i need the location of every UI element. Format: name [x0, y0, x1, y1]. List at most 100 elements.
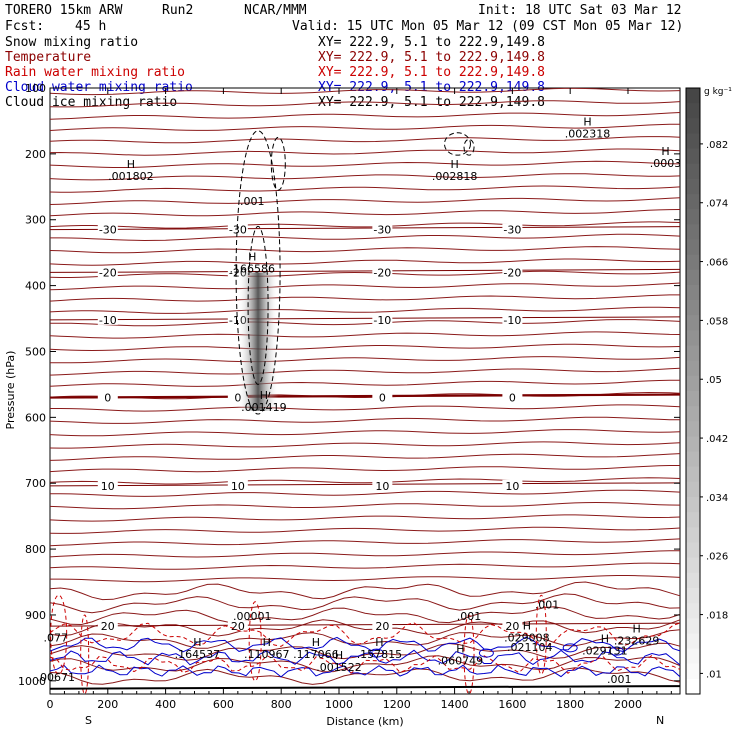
annotation-h: H — [263, 636, 271, 649]
isotherm-labelled — [49, 482, 681, 487]
isotherm-line — [49, 593, 681, 614]
isotherm-line — [49, 429, 681, 437]
x-tick-label: 1800 — [556, 698, 584, 711]
isotherm-line — [50, 404, 681, 412]
isotherm-line — [50, 319, 681, 327]
isotherm-label-bg — [372, 223, 393, 235]
temperature-isotherms: -30-30-30-30-20-20-20-20-10-10-10-100000… — [49, 87, 681, 685]
annotation-value: .001 — [240, 195, 265, 208]
colorbar-cell — [686, 194, 700, 210]
isotherm-line — [49, 562, 681, 570]
colorbar-cell — [686, 254, 700, 271]
isotherm-line — [49, 538, 681, 547]
isotherm-label: 0 — [509, 392, 516, 405]
isotherm-label-bg — [372, 479, 393, 491]
isotherm-line — [50, 489, 681, 497]
isotherm-line — [49, 185, 681, 193]
isotherm-line — [49, 655, 681, 673]
isotherm-line — [49, 148, 681, 156]
isotherm-label: -20 — [99, 266, 117, 279]
colorbar-tick-label: .066 — [706, 258, 728, 269]
isotherm-line — [49, 112, 681, 120]
colorbar-cell — [686, 648, 700, 665]
annotation-value: .00001 — [233, 610, 272, 623]
colorbar-cell — [686, 178, 700, 195]
isotherm-label: -30 — [373, 224, 391, 237]
isotherm-label-bg — [227, 266, 248, 278]
y-tick-label: 300 — [25, 214, 46, 227]
x-tick-label: 2000 — [614, 698, 642, 711]
isotherm-label-bg — [502, 620, 523, 632]
annotation-value: .001 — [607, 673, 632, 686]
rain-cell — [80, 614, 90, 695]
isotherm-label: -30 — [229, 224, 247, 237]
cloud-water-contour — [49, 649, 681, 666]
x-tick-label: 1400 — [441, 698, 469, 711]
annotation-value: .00671 — [37, 671, 76, 684]
isotherm-line — [49, 667, 681, 685]
mixing-ratio-contours — [49, 130, 681, 695]
colorbar-cell — [686, 330, 700, 347]
legend-item-xy: XY= 222.9, 5.1 to 222.9,149.8 — [318, 35, 545, 50]
annotation-value: .077 — [44, 631, 69, 644]
x-tick-label: 200 — [97, 698, 118, 711]
annotation-value: .029008 — [504, 631, 550, 644]
isotherm-line — [49, 550, 680, 558]
colorbar-tick-label: .034 — [706, 493, 728, 504]
isotherm-line — [49, 453, 681, 461]
legend-item-xy: XY= 222.9, 5.1 to 222.9,149.8 — [318, 50, 545, 65]
isotherm-line — [49, 246, 681, 254]
isotherm-line — [50, 233, 681, 242]
colorbar-tick-label: .01 — [706, 669, 722, 680]
isotherm-line — [49, 514, 681, 522]
header-model: TORERO 15km ARW — [5, 3, 123, 18]
cloud-water-ring — [608, 646, 624, 656]
colorbar-cell — [686, 239, 700, 256]
annotation-h: H — [633, 623, 641, 636]
x-tick-label: 800 — [271, 698, 292, 711]
y-tick-label: 800 — [25, 543, 46, 556]
ice-contour — [235, 130, 281, 415]
colorbar-tick-label: .018 — [706, 611, 728, 622]
isotherm-line — [49, 209, 681, 217]
isotherm-line — [49, 581, 681, 601]
colorbar-tick-label: .05 — [706, 375, 722, 386]
isotherm-line — [49, 642, 681, 661]
colorbar-cell — [686, 421, 700, 437]
colorbar-tick-label: .042 — [706, 434, 728, 445]
isotherm-line — [49, 379, 680, 387]
isotherm-label: -30 — [503, 224, 521, 237]
legend-item-name: Temperature — [5, 50, 91, 65]
isotherm-labelled — [49, 393, 681, 399]
isotherm-label: 10 — [505, 480, 519, 493]
annotation-h: H — [248, 250, 256, 263]
colorbar-cell — [686, 587, 700, 604]
isotherm-line — [49, 87, 681, 96]
colorbar-cell — [686, 542, 700, 559]
header-org: NCAR/MMM — [244, 3, 307, 18]
isotherm-label-bg — [502, 266, 523, 278]
isotherm-line — [49, 441, 681, 449]
cloud-water-ring — [478, 648, 494, 658]
colorbar-cell — [686, 103, 700, 119]
colorbar-cell — [686, 360, 700, 377]
colorbar-cell — [686, 663, 700, 680]
isotherm-line — [49, 173, 681, 181]
ice-contour — [443, 132, 471, 156]
colorbar-cell — [686, 512, 700, 528]
colorbar-cell — [686, 481, 700, 498]
isotherm-line — [49, 294, 680, 302]
cloud-water-contour — [49, 636, 681, 653]
isotherm-line — [49, 367, 681, 376]
x-end-label-right: N — [656, 714, 664, 727]
x-axis-label: Distance (km) — [326, 715, 403, 728]
colorbar-cell — [686, 284, 700, 301]
annotation-value: .001 — [457, 610, 482, 623]
isotherm-line — [49, 606, 681, 626]
isotherm-line — [49, 356, 681, 364]
annotation-h: H — [127, 158, 135, 171]
isotherm-label: -20 — [373, 266, 391, 279]
isotherm-label: 20 — [101, 620, 115, 633]
annotation-value: .157815 — [357, 648, 403, 661]
rain-cell — [248, 601, 262, 682]
